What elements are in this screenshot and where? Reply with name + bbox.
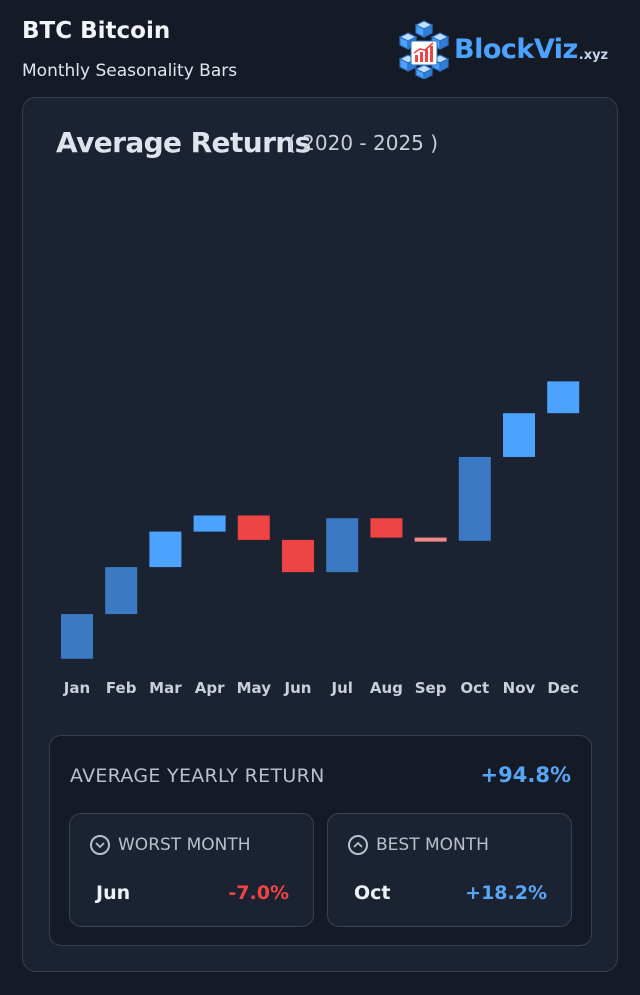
stats-panel: AVERAGE YEARLY RETURN +94.8% WORST MONTH… (49, 735, 592, 946)
page-subtitle: Monthly Seasonality Bars (22, 61, 238, 81)
bar-jan (61, 614, 93, 659)
chevron-down-circle-icon (90, 835, 110, 855)
average-yearly-return-value: +94.8% (480, 763, 571, 787)
bar-dec (547, 381, 580, 414)
best-month-card: BEST MONTH Oct +18.2% (327, 813, 572, 927)
page-title: BTC Bitcoin (22, 18, 171, 44)
month-label-feb: Feb (106, 679, 137, 697)
bar-feb (105, 567, 138, 615)
worst-month-card: WORST MONTH Jun -7.0% (69, 813, 314, 927)
bar-nov (503, 413, 535, 457)
month-label-nov: Nov (503, 679, 536, 697)
chevron-up-circle-icon (348, 835, 368, 855)
month-label-sep: Sep (415, 679, 447, 697)
average-yearly-return-label: AVERAGE YEARLY RETURN (70, 765, 325, 787)
month-label-dec: Dec (547, 679, 579, 697)
month-label-jul: Jul (330, 679, 352, 697)
bar-jun (282, 539, 314, 573)
brand-name: BlockViz (454, 33, 578, 65)
bar-apr (193, 515, 226, 532)
bar-jul (326, 518, 359, 573)
month-label-may: May (237, 679, 272, 697)
bar-sep (414, 537, 447, 542)
bar-oct (458, 456, 491, 541)
month-label-apr: Apr (195, 679, 225, 697)
month-label-jun: Jun (284, 679, 312, 697)
worst-month-name: Jun (96, 882, 131, 904)
month-label-mar: Mar (149, 679, 182, 697)
bar-mar (149, 531, 182, 568)
blockviz-logo-icon (398, 20, 450, 79)
bar-aug (370, 518, 403, 538)
month-label-jan: Jan (63, 679, 90, 697)
brand-tld: .xyz (578, 47, 609, 63)
best-month-value: +18.2% (465, 882, 547, 904)
worst-month-label: WORST MONTH (118, 835, 251, 855)
best-month-label: BEST MONTH (376, 835, 489, 855)
worst-month-value: -7.0% (228, 882, 289, 904)
chart-subtitle: ( 2020 - 2025 ) (288, 131, 439, 155)
month-label-oct: Oct (460, 679, 489, 697)
waterfall-chart: Jan Feb Mar Apr May Jun Jul Aug Sep Oct Nov Dec (61, 381, 580, 697)
chart-title: Average Returns (56, 126, 311, 159)
bar-may (237, 515, 270, 540)
brand-logo: BlockViz .xyz (396, 18, 608, 80)
chart-card: Average Returns ( 2020 - 2025 ) Jan Feb Ma… (22, 97, 618, 972)
month-label-aug: Aug (370, 679, 403, 697)
best-month-name: Oct (354, 882, 391, 904)
